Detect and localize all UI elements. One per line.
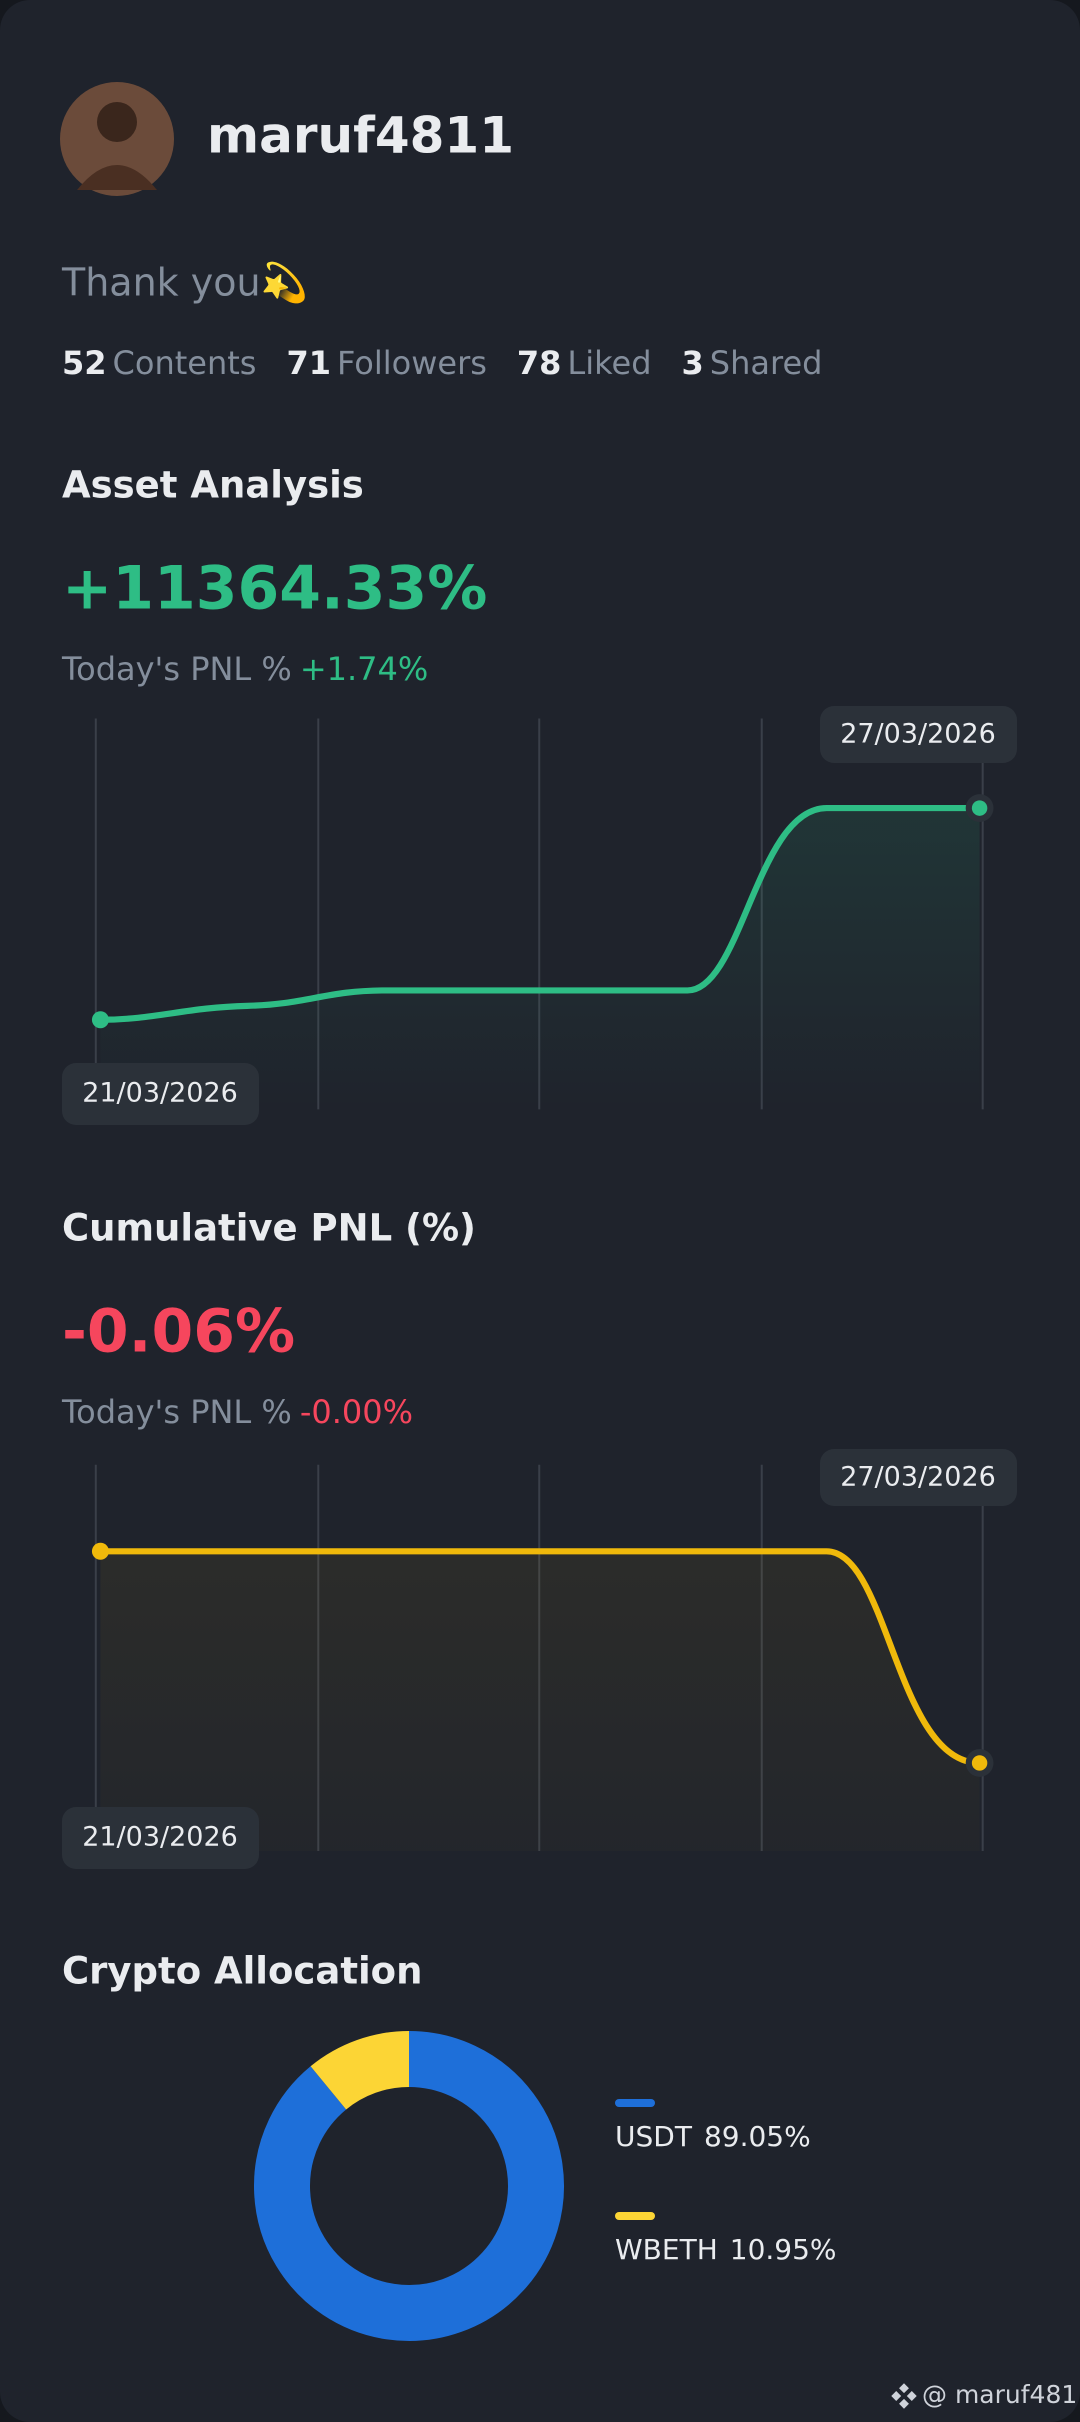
today-value: +1.74% [300, 650, 428, 688]
stat-value: 52 [62, 344, 107, 382]
chart-line [100, 1548, 980, 1767]
pnl-value: -0.06% [62, 1297, 295, 1367]
stat-label: Liked [567, 344, 651, 382]
legend-name: USDT [615, 2120, 693, 2153]
start-date: 21/03/2026 [82, 1078, 238, 1109]
chart-end-dot [971, 800, 988, 816]
today-pnl: Today's PNL % +1.74% [61, 650, 428, 688]
today-pnl: Today's PNL % -0.00% [61, 1393, 413, 1431]
chart-line [100, 804, 980, 1023]
legend-entry: USDT 89.05% [615, 2120, 811, 2153]
donut-chart [254, 2031, 564, 2341]
start-date: 21/03/2026 [82, 1822, 238, 1853]
legend-swatch [615, 2099, 655, 2107]
legend-swatch [615, 2212, 655, 2220]
end-date: 27/03/2026 [840, 1462, 996, 1493]
stat-label: Followers [337, 344, 487, 382]
chart-start-dot [91, 1542, 109, 1560]
stat-value: 3 [682, 344, 704, 382]
stat-value: 71 [286, 344, 331, 382]
legend-name: WBETH [615, 2233, 718, 2266]
stats: 52 Contents 71 Followers 78 Liked 3 Shared [62, 344, 822, 382]
legend-value: 89.05% [704, 2120, 811, 2153]
date-badge [62, 1807, 259, 1869]
stat-label: Contents [113, 344, 257, 382]
bio: Thank you💫 [61, 261, 308, 307]
avatar-detail [77, 165, 157, 190]
section-title: Crypto Allocation [62, 1950, 422, 1993]
date-badge [820, 706, 1017, 763]
chart-area [100, 1551, 980, 1852]
avatar-detail [97, 102, 137, 142]
watermark: @ maruf4811 [922, 2380, 1080, 2409]
chart-end-dot [971, 1755, 988, 1771]
legend-entry: WBETH 10.95% [615, 2233, 837, 2266]
legend: USDT 89.05% WBETH 10.95% [615, 2099, 837, 2266]
date-badge [820, 1449, 1017, 1506]
chart-start-dot [91, 1011, 109, 1029]
section-title: Asset Analysis [62, 464, 364, 507]
pnl-chart [91, 1464, 994, 1852]
stat-label: Shared [710, 344, 823, 382]
pnl-value: +11364.33% [62, 554, 487, 624]
asset-chart [91, 718, 994, 1110]
stat-value: 78 [517, 344, 562, 382]
donut-segment [310, 2031, 410, 2111]
end-date: 27/03/2026 [840, 719, 996, 750]
today-label: Today's PNL % [61, 1393, 292, 1431]
today-value: -0.00% [300, 1393, 413, 1431]
username: maruf4811 [207, 107, 514, 165]
date-badge [62, 1063, 259, 1125]
today-label: Today's PNL % [61, 650, 292, 688]
legend-value: 10.95% [730, 2233, 837, 2266]
donut-segment [254, 2031, 564, 2341]
section-title: Cumulative PNL (%) [62, 1207, 476, 1250]
